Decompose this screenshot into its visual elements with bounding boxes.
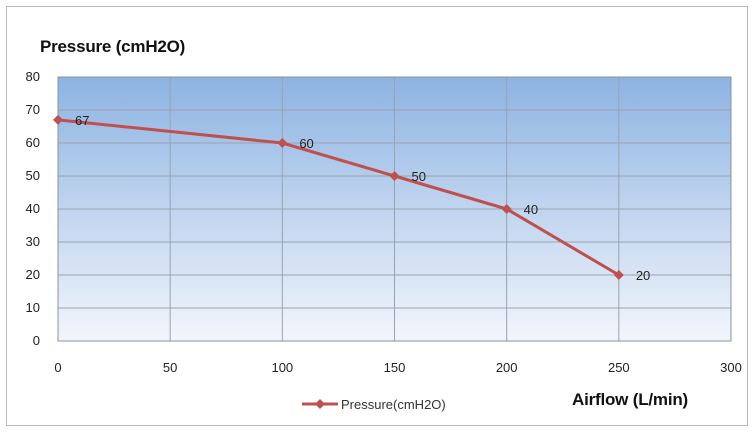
data-point-marker bbox=[277, 138, 288, 148]
data-point-marker bbox=[613, 270, 624, 280]
y-tick-label: 10 bbox=[26, 300, 40, 315]
legend: Pressure(cmH2O) bbox=[302, 397, 446, 412]
series-pressure bbox=[53, 114, 624, 280]
y-tick-label: 0 bbox=[33, 333, 40, 348]
data-label: 67 bbox=[75, 113, 89, 128]
y-tick-label: 70 bbox=[26, 102, 40, 117]
y-tick-label: 80 bbox=[26, 69, 40, 84]
plot-border bbox=[57, 76, 732, 342]
data-point-marker bbox=[389, 171, 400, 181]
data-labels: 67 60 50 40 20 bbox=[75, 113, 650, 283]
x-tick-label: 50 bbox=[163, 360, 177, 375]
y-tick-label: 20 bbox=[26, 267, 40, 282]
x-tick-label: 100 bbox=[271, 360, 293, 375]
y-tick-label: 30 bbox=[26, 234, 40, 249]
legend-marker bbox=[315, 399, 325, 409]
data-label: 20 bbox=[636, 268, 650, 283]
data-point-marker bbox=[501, 204, 512, 214]
x-tick-label: 200 bbox=[496, 360, 518, 375]
data-point-marker bbox=[53, 114, 63, 125]
data-label: 60 bbox=[299, 136, 313, 151]
x-tick-labels: 0 50 100 150 200 250 300 bbox=[54, 360, 741, 375]
x-tick-label: 250 bbox=[608, 360, 630, 375]
legend-label: Pressure(cmH2O) bbox=[341, 397, 446, 412]
y-tick-labels: 0 10 20 30 40 50 60 70 80 bbox=[26, 69, 40, 348]
y-tick-label: 50 bbox=[26, 168, 40, 183]
data-label: 50 bbox=[412, 169, 426, 184]
x-tick-label: 150 bbox=[384, 360, 406, 375]
y-axis-title: Pressure (cmH2O) bbox=[40, 37, 185, 56]
y-tick-label: 40 bbox=[26, 201, 40, 216]
x-tick-label: 0 bbox=[54, 360, 61, 375]
y-tick-label: 60 bbox=[26, 135, 40, 150]
data-label: 40 bbox=[524, 202, 538, 217]
x-axis-title: Airflow (L/min) bbox=[572, 390, 688, 409]
x-tick-label: 300 bbox=[720, 360, 742, 375]
